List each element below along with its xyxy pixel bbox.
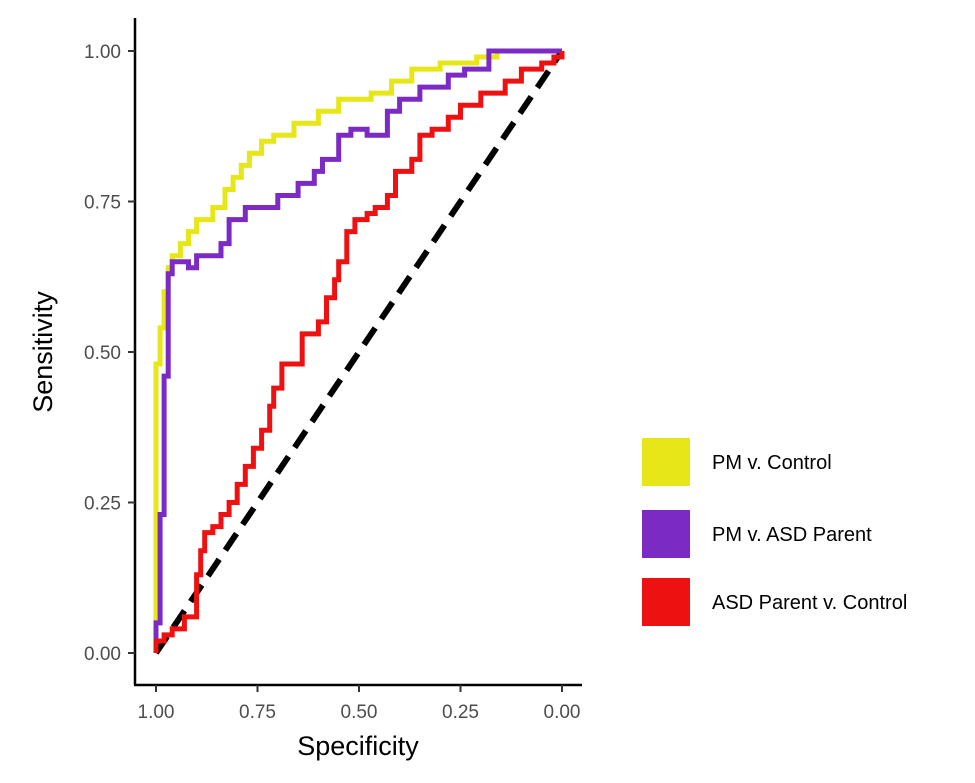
x-tick-label: 1.00 bbox=[138, 702, 175, 723]
x-axis-title: Specificity bbox=[297, 731, 419, 761]
series-line-pm-v-asd-parent bbox=[153, 48, 562, 653]
reference-layer bbox=[153, 49, 565, 655]
legend-item-pm-v-asd-parent: PM v. ASD Parent bbox=[642, 510, 872, 558]
legend-swatch bbox=[642, 578, 690, 626]
y-tick-label: 0.75 bbox=[84, 193, 121, 214]
legend-item-asd-parent-v-control: ASD Parent v. Control bbox=[642, 578, 907, 626]
plot-area bbox=[153, 48, 565, 655]
x-tick-label: 0.50 bbox=[341, 702, 378, 723]
y-tick-label: 1.00 bbox=[84, 42, 121, 63]
y-tick-label: 0.00 bbox=[84, 644, 121, 665]
legend-label: PM v. Control bbox=[712, 452, 832, 474]
x-tick-label: 0.25 bbox=[442, 702, 479, 723]
y-ticks: 0.00 0.25 0.50 0.75 1.00 bbox=[84, 42, 135, 665]
series-line-asd-parent-v-control bbox=[153, 51, 565, 653]
x-ticks: 1.00 0.75 0.50 0.25 0.00 bbox=[138, 685, 581, 723]
chance-reference-line bbox=[153, 49, 565, 655]
legend-swatch bbox=[642, 510, 690, 558]
y-axis-title: Sensitivity bbox=[28, 291, 58, 413]
x-tick-label: 0.75 bbox=[239, 702, 276, 723]
legend: PM v. Control PM v. ASD Parent ASD Parent … bbox=[642, 438, 907, 626]
legend-label: ASD Parent v. Control bbox=[712, 592, 907, 614]
series-layer bbox=[153, 48, 565, 653]
legend-label: PM v. ASD Parent bbox=[712, 524, 872, 546]
legend-swatch bbox=[642, 438, 690, 486]
y-tick-label: 0.50 bbox=[84, 343, 121, 364]
x-tick-label: 0.00 bbox=[544, 702, 581, 723]
y-tick-label: 0.25 bbox=[84, 494, 121, 515]
legend-item-pm-v-control: PM v. Control bbox=[642, 438, 832, 486]
